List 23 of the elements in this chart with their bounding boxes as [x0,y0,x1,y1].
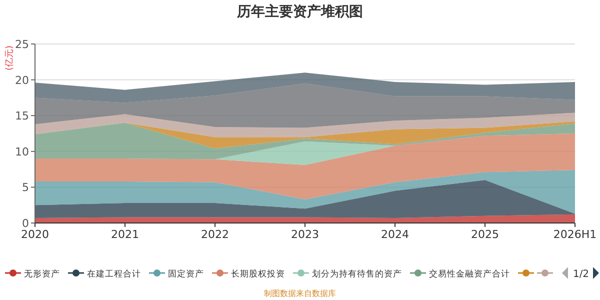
x-tick-label: 2020 [21,228,49,241]
x-tick-label: 2022 [201,228,229,241]
legend-label: 无形资产 [24,268,60,280]
legend-label: 交易性金融资产合计 [429,268,510,280]
y-tick-label: 15 [15,110,29,123]
y-tick-label: 0 [22,217,29,230]
x-tick-label: 2023 [291,228,319,241]
y-tick-label: 25 [15,38,29,51]
text: 制图数据来自数据库 [264,289,336,298]
legend-label: 固定资产 [168,268,204,280]
legend-label: 在建工程合计 [87,268,141,280]
legend-label: 长期股权投资 [231,268,285,280]
x-tick-label: 2025 [471,228,499,241]
y-tick-label: 20 [15,74,29,87]
x-tick-label: 2021 [111,228,139,241]
y-tick-label: 5 [22,181,29,194]
x-tick-label: 2024 [381,228,409,241]
x-tick-label: 2026H1 [553,228,597,241]
chart-title: 历年主要资产堆积图 [236,3,363,20]
legend-label: 划分为持有待售的资产 [312,268,402,280]
text: 1/2 [572,269,590,280]
y-tick-label: 10 [15,145,29,158]
y-axis-title: (亿元) [4,45,15,71]
